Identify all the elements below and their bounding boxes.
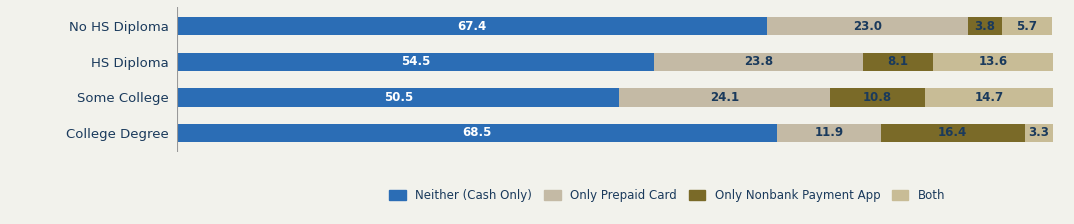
Bar: [767, 17, 969, 35]
Text: 14.7: 14.7: [974, 91, 1003, 104]
Text: 50.5: 50.5: [383, 91, 412, 104]
Bar: [969, 17, 1002, 35]
Text: 24.1: 24.1: [710, 91, 739, 104]
Bar: [933, 53, 1053, 71]
Bar: [862, 53, 933, 71]
Text: 23.8: 23.8: [744, 55, 773, 68]
Bar: [925, 88, 1054, 106]
Text: 10.8: 10.8: [862, 91, 892, 104]
Text: 3.3: 3.3: [1029, 126, 1049, 139]
Bar: [881, 124, 1025, 142]
Bar: [830, 88, 925, 106]
Bar: [177, 88, 620, 106]
Text: 13.6: 13.6: [978, 55, 1007, 68]
Bar: [177, 53, 654, 71]
Text: 8.1: 8.1: [887, 55, 909, 68]
Bar: [1025, 124, 1054, 142]
Bar: [620, 88, 830, 106]
Bar: [654, 53, 862, 71]
Text: 68.5: 68.5: [462, 126, 492, 139]
Legend: Neither (Cash Only), Only Prepaid Card, Only Nonbank Payment App, Both: Neither (Cash Only), Only Prepaid Card, …: [384, 184, 950, 207]
Text: 67.4: 67.4: [458, 20, 487, 33]
Text: 5.7: 5.7: [1016, 20, 1037, 33]
Bar: [177, 124, 777, 142]
Text: 11.9: 11.9: [814, 126, 843, 139]
Bar: [1002, 17, 1051, 35]
Text: 54.5: 54.5: [401, 55, 431, 68]
Text: 3.8: 3.8: [974, 20, 996, 33]
Text: 16.4: 16.4: [938, 126, 968, 139]
Text: 23.0: 23.0: [854, 20, 883, 33]
Bar: [777, 124, 881, 142]
Bar: [177, 17, 767, 35]
